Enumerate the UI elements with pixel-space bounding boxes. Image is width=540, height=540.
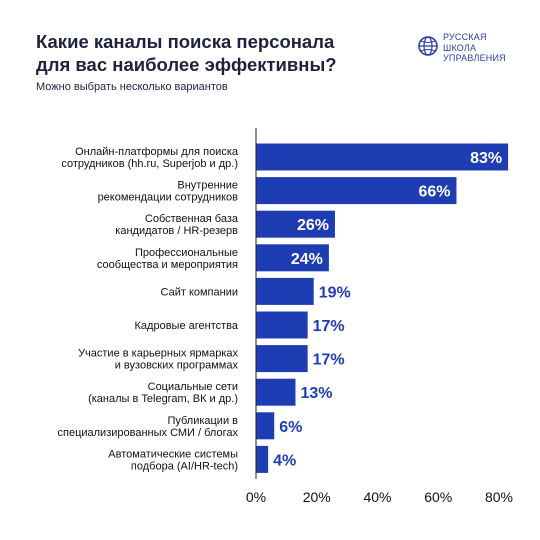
value-label-6: 17%	[313, 352, 345, 369]
bar-7	[256, 378, 296, 406]
bar-0	[256, 143, 509, 171]
logo-line-3: УПРАВЛЕНИЯ	[443, 53, 506, 63]
value-label-5: 17%	[313, 318, 345, 335]
category-label-5: Кадровые агентства	[135, 320, 239, 332]
logo-wordmark: РУССКАЯ ШКОЛА УПРАВЛЕНИЯ	[443, 32, 506, 64]
category-label-6: Участие в карьерных ярмарках и вузовских …	[78, 348, 238, 372]
chart-title: Какие каналы поиска персонала для вас на…	[36, 30, 366, 76]
bar-9	[256, 445, 269, 473]
value-label-3: 24%	[291, 251, 323, 268]
bar-8	[256, 412, 275, 440]
category-label-0: Онлайн-платформы для поиска сотрудников (…	[61, 146, 239, 170]
category-label-1: Внутренние рекомендации сотрудников	[98, 180, 239, 204]
value-label-1: 66%	[418, 184, 450, 201]
bar-6	[256, 345, 308, 373]
value-label-7: 13%	[300, 385, 332, 402]
bar-3	[256, 244, 329, 272]
x-tick-label-1: 20%	[303, 489, 331, 505]
category-label-3: Профессиональные сообщества и мероприятия	[97, 247, 238, 271]
category-label-8: Публикации в специализированных СМИ / бло…	[58, 415, 239, 439]
value-label-4: 19%	[319, 284, 351, 301]
brand-logo: РУССКАЯ ШКОЛА УПРАВЛЕНИЯ	[417, 32, 517, 72]
chart-title-line-1: Какие каналы поиска персонала	[36, 31, 335, 52]
logo-line-1: РУССКАЯ	[443, 32, 487, 42]
x-tick-label-0: 0%	[246, 489, 266, 505]
x-tick-label-2: 40%	[363, 489, 391, 505]
logo-line-2: ШКОЛА	[443, 42, 477, 53]
bar-2	[256, 210, 335, 238]
x-tick-label-4: 80%	[485, 489, 513, 505]
category-label-2: Собственная база кандидатов / HR-резерв	[115, 213, 239, 237]
bar-5	[256, 311, 308, 339]
category-label-4: Сайт компании	[161, 286, 238, 298]
value-label-8: 6%	[279, 419, 302, 436]
value-label-2: 26%	[297, 217, 329, 234]
chart-subtitle: Можно выбрать несколько вариантов	[36, 81, 228, 93]
category-label-7: Социальные сети (каналы в Telegram, ВК и …	[88, 381, 238, 405]
chart-title-line-2: для вас наиболее эффективны?	[36, 54, 337, 75]
x-tick-label-3: 60%	[424, 489, 452, 505]
category-label-9: Автоматические системы подбора (AI/HR-tec…	[108, 448, 238, 472]
bar-4	[256, 277, 314, 305]
bar-1	[256, 177, 457, 205]
value-label-0: 83%	[470, 150, 502, 167]
globe-emblem-icon	[418, 36, 438, 56]
value-label-9: 4%	[273, 452, 296, 469]
